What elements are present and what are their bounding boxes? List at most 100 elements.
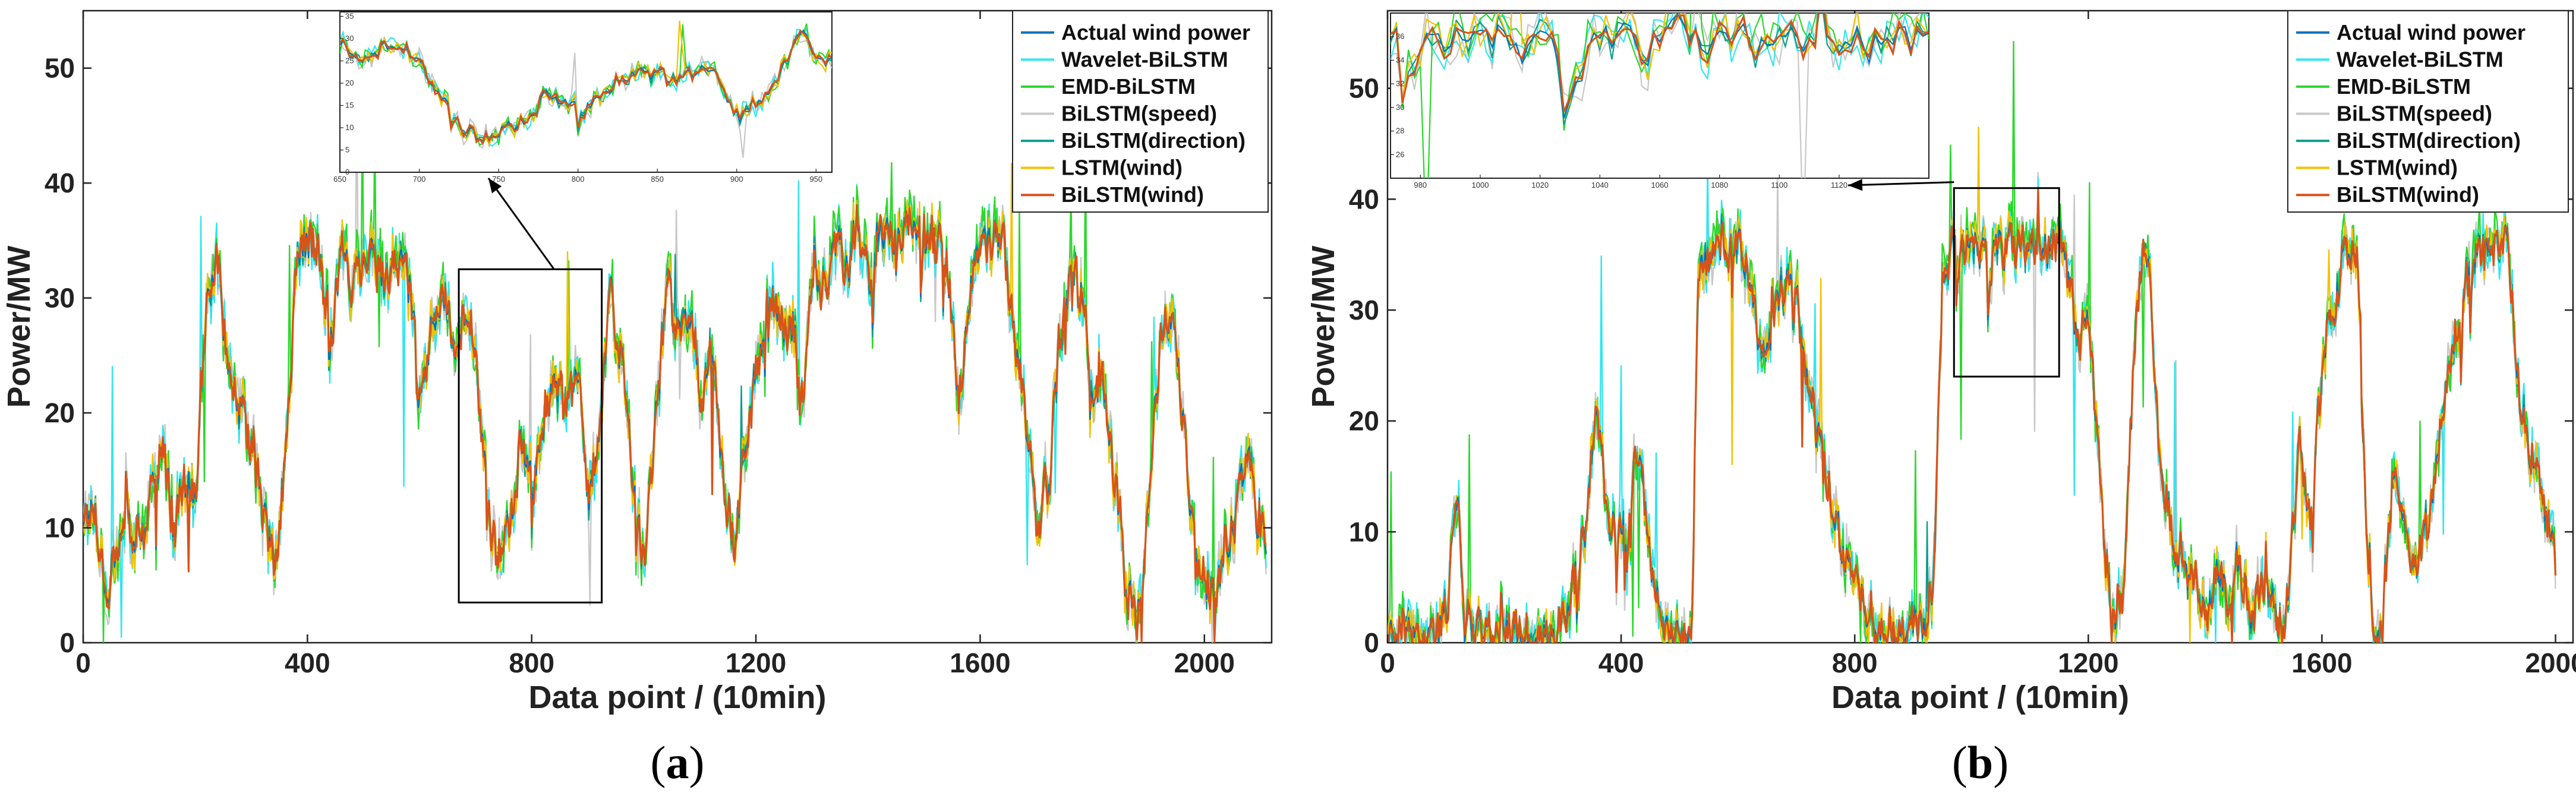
zoom-arrow-head <box>1848 179 1863 191</box>
inset-y-tick-label: 30 <box>345 34 354 43</box>
series-line-bilstm-wind- <box>1388 188 2557 643</box>
inset-series-line <box>1391 13 1921 178</box>
inset-x-tick-label: 1060 <box>1651 181 1669 189</box>
x-tick-label: 0 <box>1380 647 1395 678</box>
x-tick-label: 1200 <box>726 647 786 678</box>
y-tick-label: 30 <box>45 283 75 314</box>
inset-x-tick-label: 750 <box>492 175 505 184</box>
inset-x-tick-label: 1080 <box>1711 181 1728 189</box>
inset-series-line <box>340 29 832 146</box>
x-axis-label: Data point / (10min) <box>1831 680 2129 715</box>
y-tick-label: 10 <box>45 513 75 544</box>
inset-x-tick-label: 700 <box>413 175 426 184</box>
inset-x-tick-label: 1100 <box>1771 181 1787 189</box>
legend-entry: EMD-BiLSTM <box>1061 74 1196 99</box>
panel-label-close: ) <box>689 737 705 788</box>
inset-y-tick-label: 36 <box>1396 32 1404 41</box>
inset-x-tick-label: 1120 <box>1831 181 1847 189</box>
x-tick-label: 2000 <box>2525 647 2576 678</box>
legend-box <box>2287 10 2569 213</box>
x-tick-label: 800 <box>509 647 554 678</box>
legend-entry: BiLSTM(wind) <box>1061 182 1204 207</box>
inset-plot-area <box>339 11 833 173</box>
panel-label: (a) <box>651 737 705 788</box>
inset-x-tick-label: 950 <box>809 175 822 184</box>
series-lines <box>1388 40 2557 643</box>
legend-entry: Wavelet-BiLSTM <box>2337 47 2504 71</box>
inset-y-tick-label: 5 <box>345 146 349 154</box>
zoom-arrow-head <box>488 178 502 194</box>
y-axis-label: Power/MW <box>1306 245 1341 407</box>
legend-box <box>1012 10 1269 213</box>
inset-x-tick-label: 1000 <box>1472 181 1489 189</box>
y-tick-label: 10 <box>1349 516 1379 547</box>
inset-y-tick-label: 26 <box>1396 150 1404 159</box>
zoom-box <box>1953 187 2060 378</box>
inset-series-line <box>1391 13 1929 119</box>
y-tick-label: 50 <box>45 53 75 84</box>
inset-y-tick-label: 10 <box>345 123 354 132</box>
inset-x-tick-label: 1040 <box>1591 181 1609 189</box>
x-tick-label: 2000 <box>1174 647 1235 678</box>
inset-y-tick-label: 28 <box>1396 127 1404 135</box>
inset-series-line <box>1391 13 1929 116</box>
inset-series-line <box>1391 13 1929 112</box>
y-tick-label: 20 <box>45 397 75 428</box>
y-tick-label: 20 <box>1349 406 1379 437</box>
panel-label-letter: b <box>1968 737 1993 788</box>
y-tick-label: 50 <box>1349 73 1379 104</box>
y-axis-label: Power/MW <box>1 245 37 407</box>
inset-series-lines <box>1391 13 1929 178</box>
inset-y-tick-label: 30 <box>1396 103 1404 112</box>
y-tick-label: 40 <box>1349 184 1379 214</box>
y-tick-label: 0 <box>59 627 75 658</box>
inset-x-tick-label: 1020 <box>1531 181 1549 189</box>
x-tick-label: 800 <box>1832 647 1878 678</box>
inset-y-tick-label: 32 <box>1396 79 1404 88</box>
inset-x-tick-label: 900 <box>730 175 743 184</box>
inset-x-tick-label: 650 <box>333 175 346 184</box>
legend-entry: BiLSTM(speed) <box>1061 102 1217 126</box>
zoom-arrow-line <box>1847 181 1954 187</box>
panel-label-open: ( <box>651 737 666 788</box>
legend-entry: EMD-BiLSTM <box>2337 74 2471 99</box>
legend-entry: Wavelet-BiLSTM <box>1061 47 1228 71</box>
x-tick-label: 400 <box>1598 647 1644 678</box>
inset-y-tick-label: 25 <box>345 56 354 65</box>
inset-y-tick-label: 35 <box>345 12 354 21</box>
inset-y-tick-label: 34 <box>1396 55 1404 64</box>
legend-entry: BiLSTM(direction) <box>2337 128 2521 153</box>
inset-x-tick-label: 980 <box>1414 181 1427 189</box>
inset-series-lines <box>340 20 832 158</box>
y-tick-label: 40 <box>45 168 75 198</box>
legend-entry: Actual wind power <box>2337 20 2525 45</box>
x-tick-label: 1600 <box>950 647 1010 678</box>
legend-entry: BiLSTM(direction) <box>1061 128 1246 153</box>
inset-x-tick-label: 850 <box>651 175 664 184</box>
inset-series-line <box>1391 13 1929 125</box>
inset-x-tick-label: 800 <box>572 175 585 184</box>
x-tick-label: 1200 <box>2058 647 2118 678</box>
legend-entry: LSTM(wind) <box>1061 156 1183 180</box>
series-lines <box>83 33 1267 643</box>
chart-panel-a: 0 400 800 1200 1600 2000 0 10 20 30 40 50 Data point… <box>1 10 1273 788</box>
legend-entry: LSTM(wind) <box>2337 156 2458 180</box>
panel-label-letter: a <box>666 737 689 788</box>
panel-label-open: ( <box>1952 737 1968 788</box>
panel-label: (b) <box>1952 737 2009 788</box>
legend-entry: BiLSTM(wind) <box>2337 182 2479 207</box>
x-tick-label: 0 <box>75 647 91 678</box>
x-tick-label: 1600 <box>2291 647 2352 678</box>
x-tick-label: 400 <box>285 647 330 678</box>
panel-label-close: ) <box>1993 737 2009 788</box>
x-axis-label: Data point / (10min) <box>528 680 826 715</box>
series-line-bilstm-wind- <box>83 204 1267 643</box>
inset-y-tick-label: 15 <box>345 101 354 110</box>
y-tick-label: 0 <box>1364 627 1379 658</box>
zoom-box <box>458 268 603 604</box>
legend-entry: Actual wind power <box>1061 20 1250 45</box>
inset-y-tick-label: 20 <box>345 78 354 87</box>
legend-entry: BiLSTM(speed) <box>2337 102 2492 126</box>
